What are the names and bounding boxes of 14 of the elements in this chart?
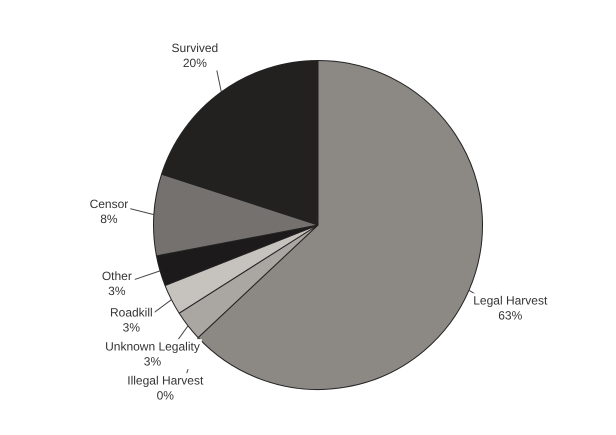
slice-label: Censor [90,197,128,212]
slice-label: Other [102,268,132,283]
slice-label: Survived [172,40,218,55]
slice-label: Unknown Legality [105,339,200,354]
data-label: 8% [100,212,118,226]
data-label: 63% [498,308,523,323]
data-label: 3% [144,354,162,368]
data-label: 3% [122,320,140,334]
category-label: Illegal Harvest [127,373,204,388]
text: 0% [156,388,174,402]
slice-label: Legal Harvest [473,294,548,308]
slice-label: Roadkill [110,305,153,320]
data-label: 20% [182,56,208,70]
data-label: 3% [108,284,126,298]
